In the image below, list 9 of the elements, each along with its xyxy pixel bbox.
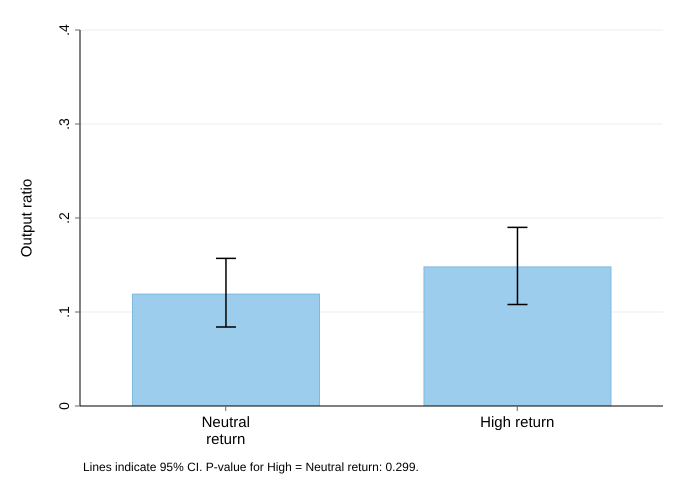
x-tick-label: High return [480, 414, 554, 431]
y-tick-label: 0 [56, 402, 72, 410]
text: Lines indicate 95% CI. P-value for High = Neutral return: 0.299. [83, 460, 419, 474]
y-tick-label: .4 [56, 24, 72, 36]
x-tick-label: Neutral return [202, 414, 250, 448]
y-tick-label: .3 [56, 118, 72, 130]
y-axis-title: Output ratio [18, 178, 36, 258]
y-tick-label: .2 [56, 212, 72, 224]
y-tick-label: .1 [56, 306, 72, 318]
